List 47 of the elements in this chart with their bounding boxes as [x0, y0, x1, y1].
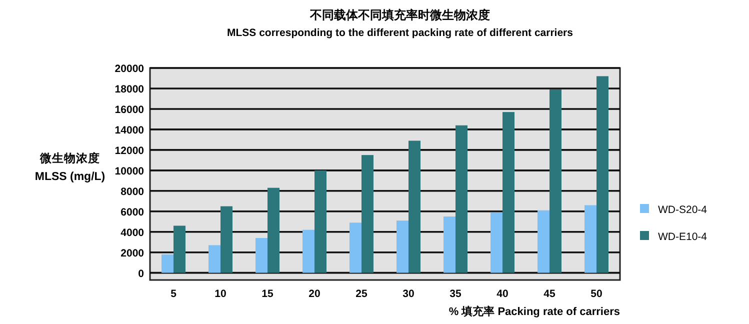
x-axis-title: % 填充率 Packing rate of carriers — [448, 305, 620, 318]
bar — [456, 125, 468, 273]
bar — [268, 188, 280, 273]
x-tick-label: 20 — [308, 288, 320, 300]
bar — [208, 245, 220, 273]
y-tick-label: 14000 — [114, 124, 144, 136]
bar — [550, 90, 562, 273]
y-tick-label: 20000 — [114, 63, 144, 75]
bar — [362, 155, 374, 273]
bar — [396, 220, 408, 273]
bar — [490, 212, 502, 273]
x-tick-label: 15 — [262, 288, 274, 300]
y-tick-label: 16000 — [114, 104, 144, 116]
bar — [162, 254, 174, 273]
bar — [584, 205, 596, 273]
y-tick-label: 18000 — [114, 83, 144, 96]
bar — [314, 170, 326, 273]
bar — [538, 210, 550, 273]
x-tick-label: 10 — [214, 288, 226, 300]
legend-label: WD-S20-4 — [658, 204, 708, 216]
y-tick-label: 2000 — [120, 247, 144, 260]
x-tick-label: 35 — [450, 288, 462, 300]
bar — [302, 230, 314, 273]
bar — [444, 216, 456, 273]
y-tick-label: 12000 — [114, 144, 144, 157]
y-axis-title: 微生物浓度 MLSS (mg/L) — [34, 151, 106, 183]
x-tick-label: 25 — [356, 288, 368, 300]
bar — [174, 226, 186, 273]
chart-title: 不同载体不同填充率时微生物浓度 — [309, 8, 490, 22]
y-tick-label: 6000 — [120, 206, 144, 218]
y-tick-label: 0 — [138, 268, 144, 280]
y-tick-label: 4000 — [120, 226, 144, 239]
y-tick-label: 10000 — [114, 165, 144, 178]
chart-subtitle: MLSS corresponding to the different packing rate of different carriers — [227, 27, 574, 39]
x-tick-label: 45 — [544, 288, 556, 300]
bar — [220, 206, 232, 273]
bar — [502, 112, 514, 273]
x-tick-label: 50 — [590, 288, 602, 300]
legend-label: WD-E10-4 — [658, 231, 708, 243]
bar — [408, 140, 420, 273]
y-tick-label: 8000 — [120, 186, 144, 198]
bar — [596, 76, 608, 273]
x-tick-label: 5 — [170, 288, 177, 300]
x-tick-label: 40 — [496, 288, 508, 300]
bar — [256, 238, 268, 273]
bar — [350, 222, 362, 273]
x-tick-label: 30 — [402, 288, 414, 300]
